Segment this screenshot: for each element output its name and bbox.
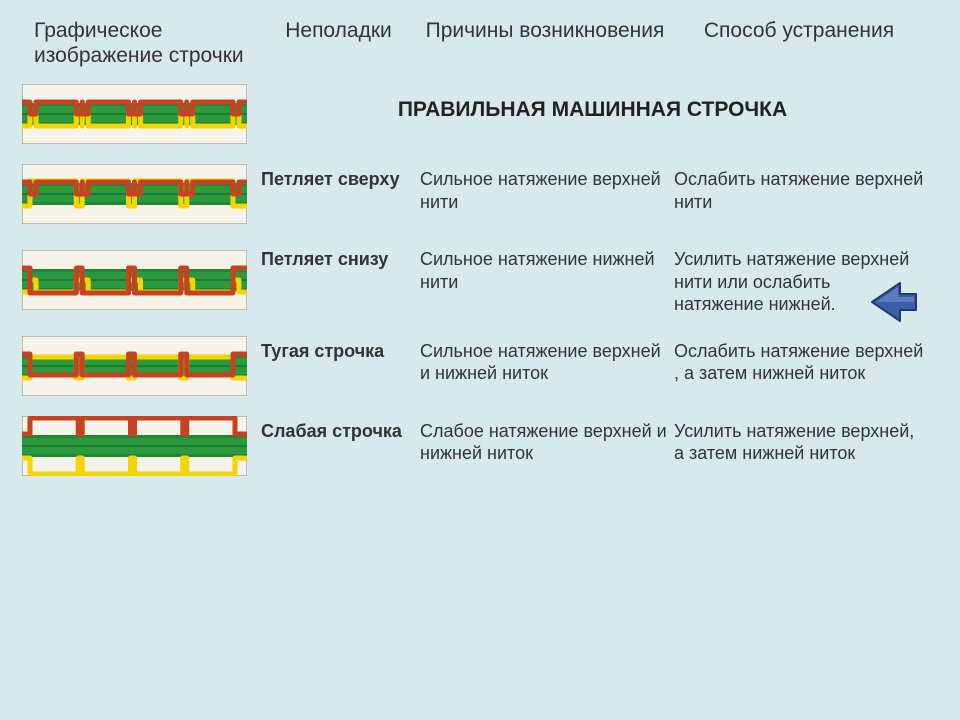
col-header-image: Графическое изображение строчки bbox=[22, 18, 257, 74]
page: Графическое изображение строчки Неполадк… bbox=[0, 0, 960, 720]
col-header-cause: Причины возникновения bbox=[420, 18, 670, 74]
fault-label: Слабая строчка bbox=[261, 406, 416, 486]
stitch-image-loops-bottom bbox=[22, 234, 257, 326]
col-header-fix: Способ устранения bbox=[674, 18, 924, 74]
fix-text: Ослабить натяжение верхней нити bbox=[674, 154, 924, 234]
stitch-image-loose bbox=[22, 406, 257, 486]
back-arrow-icon bbox=[866, 275, 920, 329]
fault-label: Тугая строчка bbox=[261, 326, 416, 406]
correct-stitch-label: ПРАВИЛЬНАЯ МАШИННАЯ СТРОЧКА bbox=[261, 74, 924, 154]
fault-label: Петляет сверху bbox=[261, 154, 416, 234]
stitch-image-correct bbox=[22, 74, 257, 154]
cause-text: Сильное натяжение верхней и нижней ниток bbox=[420, 326, 670, 406]
cause-text: Сильное натяжение нижней нити bbox=[420, 234, 670, 326]
stitch-image-tight bbox=[22, 326, 257, 406]
stitch-image-loops-top bbox=[22, 154, 257, 234]
fix-text: Ослабить натяжение верхней , а затем ниж… bbox=[674, 326, 924, 406]
col-header-fault: Неполадки bbox=[261, 18, 416, 74]
cause-text: Слабое натяжение верхней и нижней ниток bbox=[420, 406, 670, 486]
back-arrow-button[interactable] bbox=[866, 275, 920, 329]
stitch-table: Графическое изображение строчки Неполадк… bbox=[22, 18, 932, 486]
fault-label: Петляет снизу bbox=[261, 234, 416, 326]
cause-text: Сильное натяжение верхней нити bbox=[420, 154, 670, 234]
fix-text: Усилить натяжение верхней, а затем нижне… bbox=[674, 406, 924, 486]
